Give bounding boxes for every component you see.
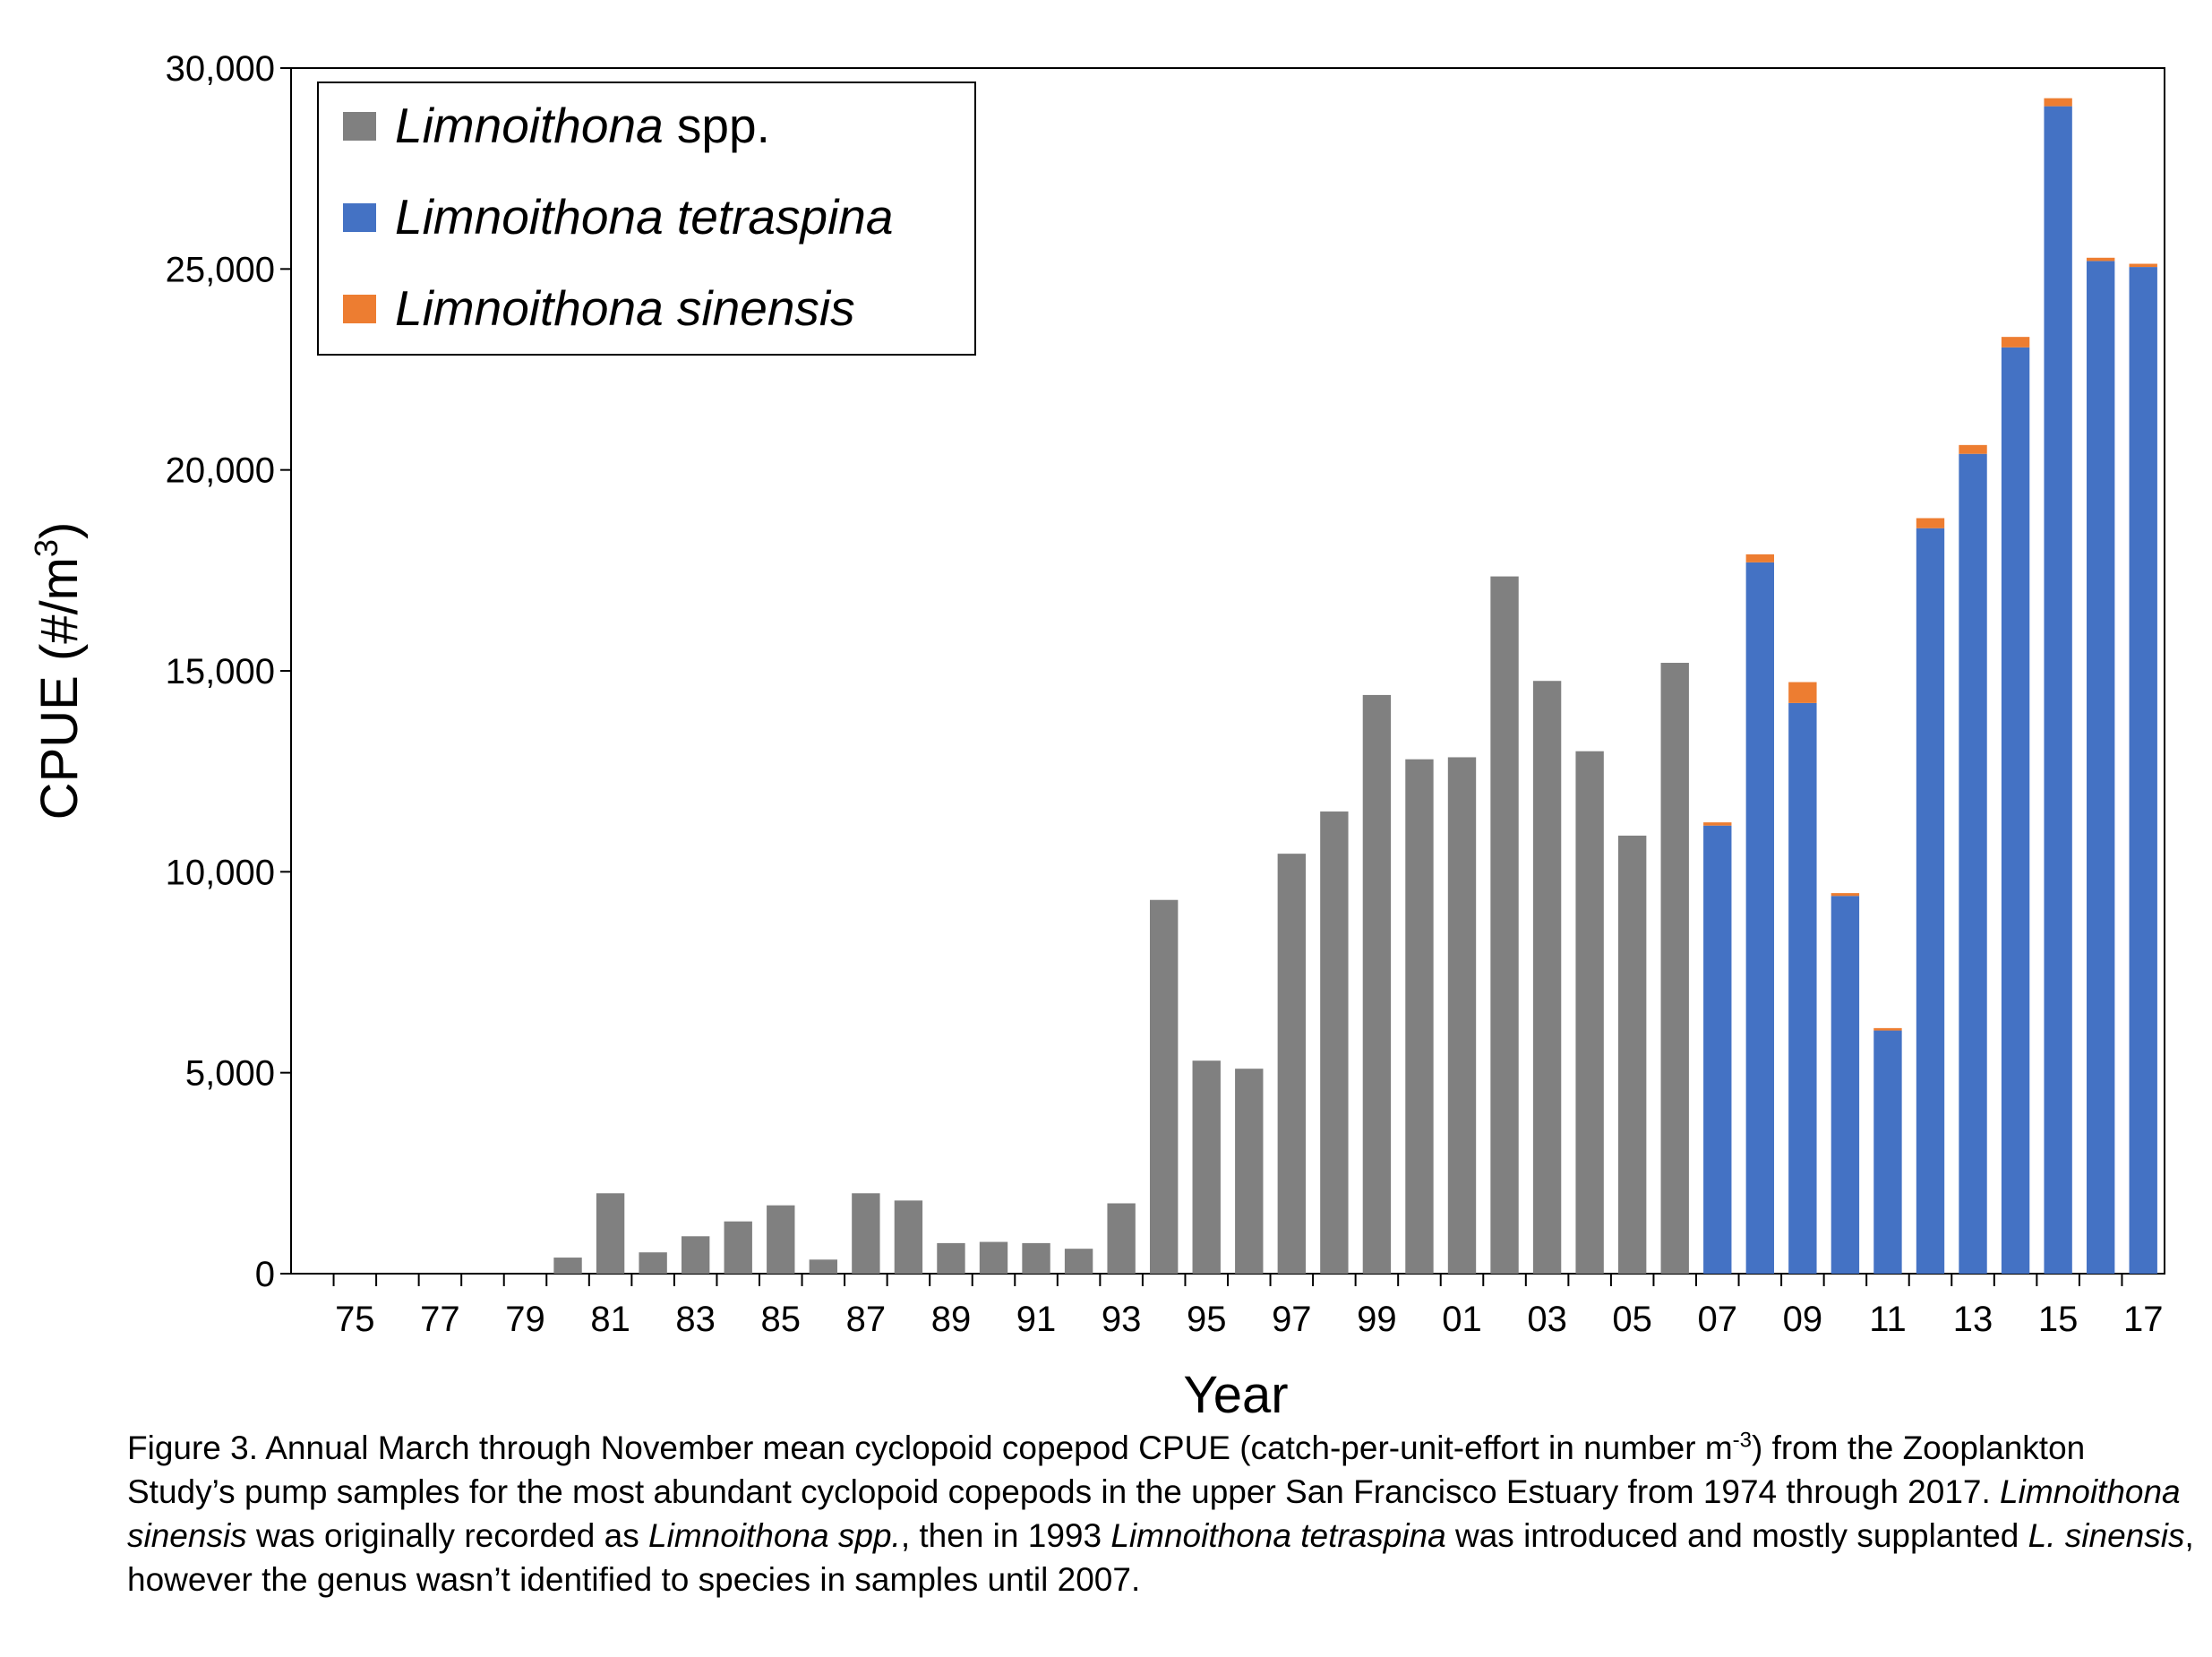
bar-87-series-0 bbox=[852, 1193, 880, 1274]
bar-16-series-1 bbox=[2086, 261, 2115, 1274]
bar-92-series-0 bbox=[1064, 1249, 1093, 1274]
bar-89-series-0 bbox=[937, 1242, 965, 1274]
bar-15-series-2 bbox=[2044, 98, 2072, 107]
x-tick-label: 03 bbox=[1527, 1300, 1567, 1339]
bar-13-series-1 bbox=[1959, 453, 1987, 1275]
bar-09-series-2 bbox=[1788, 682, 1817, 703]
bar-85-series-0 bbox=[767, 1205, 795, 1274]
x-tick-label: 77 bbox=[420, 1300, 460, 1339]
bar-11-series-2 bbox=[1873, 1027, 1902, 1031]
legend-box bbox=[317, 82, 976, 356]
bar-07-series-2 bbox=[1703, 822, 1732, 826]
x-tick-label: 75 bbox=[335, 1300, 375, 1339]
bar-94-series-0 bbox=[1149, 899, 1179, 1274]
bar-82-series-0 bbox=[639, 1252, 667, 1274]
x-tick-label: 13 bbox=[1953, 1300, 1993, 1339]
figure-caption: Figure 3. Annual March through November … bbox=[127, 1428, 2194, 1598]
x-tick-label: 93 bbox=[1102, 1300, 1142, 1339]
bar-17-series-2 bbox=[2129, 263, 2157, 268]
bar-91-series-0 bbox=[1022, 1242, 1050, 1274]
bar-11-series-1 bbox=[1873, 1030, 1902, 1274]
legend-swatch bbox=[343, 203, 376, 232]
y-tick-label: 0 bbox=[255, 1255, 275, 1294]
x-tick-label: 81 bbox=[590, 1300, 630, 1339]
bar-12-series-2 bbox=[1916, 518, 1945, 528]
bar-10-series-2 bbox=[1830, 893, 1860, 897]
bar-86-series-0 bbox=[809, 1259, 838, 1274]
bar-09-series-1 bbox=[1788, 702, 1817, 1274]
bar-84-series-0 bbox=[724, 1221, 752, 1274]
y-tick-label: 5,000 bbox=[185, 1054, 275, 1094]
x-tick-label: 91 bbox=[1016, 1300, 1057, 1339]
bar-08-series-1 bbox=[1745, 562, 1775, 1274]
x-tick-label: 09 bbox=[1783, 1300, 1823, 1339]
y-tick-label: 30,000 bbox=[166, 49, 275, 89]
bar-07-series-1 bbox=[1703, 825, 1732, 1274]
bar-17-series-1 bbox=[2129, 267, 2157, 1275]
x-tick-label: 01 bbox=[1442, 1300, 1482, 1339]
bar-83-series-0 bbox=[681, 1236, 710, 1274]
x-tick-label: 05 bbox=[1612, 1300, 1652, 1339]
bar-13-series-2 bbox=[1959, 444, 1987, 454]
x-tick-label: 87 bbox=[846, 1300, 887, 1339]
bar-93-series-0 bbox=[1107, 1203, 1136, 1274]
bar-08-series-2 bbox=[1745, 554, 1775, 562]
bar-81-series-0 bbox=[596, 1193, 625, 1274]
bar-01-series-0 bbox=[1447, 757, 1477, 1274]
y-axis-label: CPUE (#/m3) bbox=[28, 522, 89, 820]
x-tick-label: 99 bbox=[1357, 1300, 1397, 1339]
legend-swatch bbox=[343, 112, 376, 141]
x-tick-label: 79 bbox=[505, 1300, 545, 1339]
y-tick-label: 15,000 bbox=[166, 652, 275, 691]
bar-00-series-0 bbox=[1405, 759, 1434, 1274]
chart: 0 5,000 10,000 15,000 20,000 25,000 30,000 75 77… bbox=[28, 49, 2165, 1424]
bar-03-series-0 bbox=[1532, 681, 1562, 1274]
x-tick-label: 15 bbox=[2038, 1300, 2079, 1339]
x-tick-label: 11 bbox=[1869, 1300, 1907, 1339]
y-tick-label: 20,000 bbox=[166, 451, 275, 491]
bar-96-series-0 bbox=[1235, 1069, 1264, 1274]
legend-label: Limnoithona tetraspina bbox=[395, 189, 893, 245]
x-tick-label: 07 bbox=[1698, 1300, 1738, 1339]
bar-95-series-0 bbox=[1192, 1060, 1221, 1274]
legend: Limnoithona spp. Limnoithona tetraspina Li… bbox=[317, 82, 976, 356]
x-axis-label: Year bbox=[1183, 1366, 1288, 1424]
x-tick-label: 89 bbox=[931, 1300, 972, 1339]
y-tick-label: 25,000 bbox=[166, 250, 275, 289]
bar-10-series-1 bbox=[1830, 896, 1860, 1274]
x-tick-label: 83 bbox=[675, 1300, 716, 1339]
bar-04-series-0 bbox=[1575, 751, 1604, 1274]
bar-88-series-0 bbox=[894, 1200, 923, 1274]
y-tick-label: 10,000 bbox=[166, 853, 275, 892]
x-tick-label: 97 bbox=[1272, 1300, 1312, 1339]
legend-label: Limnoithona sinensis bbox=[395, 280, 855, 336]
bar-97-series-0 bbox=[1277, 854, 1307, 1274]
legend-swatch bbox=[343, 295, 376, 323]
bar-16-series-2 bbox=[2086, 257, 2115, 262]
bar-14-series-2 bbox=[2001, 337, 2030, 348]
legend-label: Limnoithona spp. bbox=[395, 98, 770, 153]
bar-98-series-0 bbox=[1320, 811, 1349, 1274]
bar-90-series-0 bbox=[979, 1241, 1008, 1274]
bar-80-series-0 bbox=[553, 1258, 582, 1274]
bar-05-series-0 bbox=[1617, 835, 1647, 1274]
axes-group: 0 5,000 10,000 15,000 20,000 25,000 30,000 75 77… bbox=[166, 49, 2164, 1339]
bar-15-series-1 bbox=[2044, 106, 2072, 1275]
x-tick-label: 95 bbox=[1187, 1300, 1227, 1339]
bar-06-series-0 bbox=[1660, 663, 1689, 1274]
x-tick-label: 85 bbox=[761, 1300, 802, 1339]
bar-02-series-0 bbox=[1490, 576, 1519, 1274]
bar-14-series-1 bbox=[2001, 347, 2030, 1274]
bar-99-series-0 bbox=[1362, 694, 1392, 1274]
bar-12-series-1 bbox=[1916, 528, 1945, 1274]
x-tick-label: 17 bbox=[2123, 1300, 2164, 1339]
bars-group bbox=[553, 98, 2157, 1275]
